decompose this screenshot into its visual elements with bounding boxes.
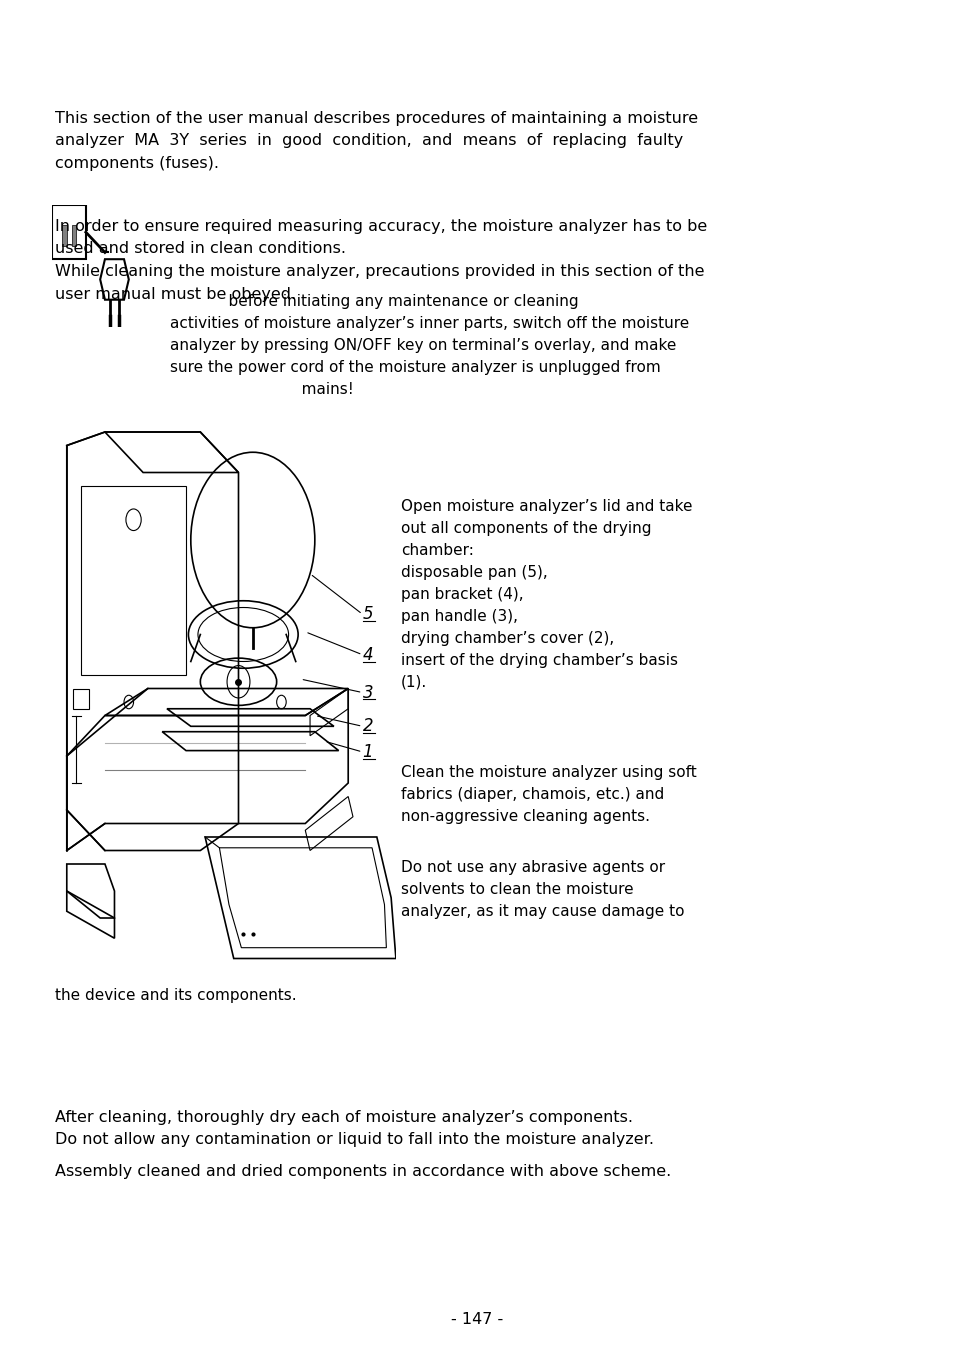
Text: analyzer by pressing ON/OFF key on terminal’s overlay, and make: analyzer by pressing ON/OFF key on termi… xyxy=(170,338,676,354)
Text: Do not allow any contamination or liquid to fall into the moisture analyzer.: Do not allow any contamination or liquid… xyxy=(55,1133,654,1147)
Text: chamber:: chamber: xyxy=(400,543,473,559)
Text: 1: 1 xyxy=(362,743,373,761)
Text: Clean the moisture analyzer using soft: Clean the moisture analyzer using soft xyxy=(400,765,696,780)
Text: used and stored in clean conditions.: used and stored in clean conditions. xyxy=(55,242,346,256)
Text: analyzer  MA  3Y  series  in  good  condition,  and  means  of  replacing  fault: analyzer MA 3Y series in good condition,… xyxy=(55,134,683,148)
Text: While cleaning the moisture analyzer, precautions provided in this section of th: While cleaning the moisture analyzer, pr… xyxy=(55,265,704,279)
Polygon shape xyxy=(62,225,67,246)
Text: activities of moisture analyzer’s inner parts, switch off the moisture: activities of moisture analyzer’s inner … xyxy=(170,316,688,331)
Text: analyzer, as it may cause damage to: analyzer, as it may cause damage to xyxy=(400,903,683,919)
Text: Do not use any abrasive agents or: Do not use any abrasive agents or xyxy=(400,860,664,875)
Text: After cleaning, thoroughly dry each of moisture analyzer’s components.: After cleaning, thoroughly dry each of m… xyxy=(55,1110,633,1125)
Text: 5: 5 xyxy=(362,605,373,624)
Text: 2: 2 xyxy=(362,717,373,736)
Text: drying chamber’s cover (2),: drying chamber’s cover (2), xyxy=(400,630,614,645)
Text: fabrics (diaper, chamois, etc.) and: fabrics (diaper, chamois, etc.) and xyxy=(400,787,663,802)
Text: Open moisture analyzer’s lid and take: Open moisture analyzer’s lid and take xyxy=(400,500,692,514)
Text: pan bracket (4),: pan bracket (4), xyxy=(400,587,523,602)
Text: the device and its components.: the device and its components. xyxy=(55,988,296,1003)
Text: components (fuses).: components (fuses). xyxy=(55,157,219,171)
Text: This section of the user manual describes procedures of maintaining a moisture: This section of the user manual describe… xyxy=(55,111,698,126)
Text: insert of the drying chamber’s basis: insert of the drying chamber’s basis xyxy=(400,652,677,668)
Text: - 147 -: - 147 - xyxy=(451,1312,502,1327)
Text: sure the power cord of the moisture analyzer is unplugged from: sure the power cord of the moisture anal… xyxy=(170,360,659,375)
Polygon shape xyxy=(71,225,76,246)
Text: mains!: mains! xyxy=(170,382,354,397)
Text: In order to ensure required measuring accuracy, the moisture analyzer has to be: In order to ensure required measuring ac… xyxy=(55,219,707,234)
Text: Assembly cleaned and dried components in accordance with above scheme.: Assembly cleaned and dried components in… xyxy=(55,1164,671,1179)
Text: solvents to clean the moisture: solvents to clean the moisture xyxy=(400,882,633,896)
Text: 3: 3 xyxy=(362,683,373,702)
Text: user manual must be obeyed.: user manual must be obeyed. xyxy=(55,286,296,302)
Text: before initiating any maintenance or cleaning: before initiating any maintenance or cle… xyxy=(170,294,578,309)
Text: pan handle (3),: pan handle (3), xyxy=(400,609,517,624)
Text: disposable pan (5),: disposable pan (5), xyxy=(400,566,547,580)
Text: out all components of the drying: out all components of the drying xyxy=(400,521,651,536)
Text: (1).: (1). xyxy=(400,675,427,690)
Text: 4: 4 xyxy=(362,645,373,664)
Text: non-aggressive cleaning agents.: non-aggressive cleaning agents. xyxy=(400,809,649,825)
